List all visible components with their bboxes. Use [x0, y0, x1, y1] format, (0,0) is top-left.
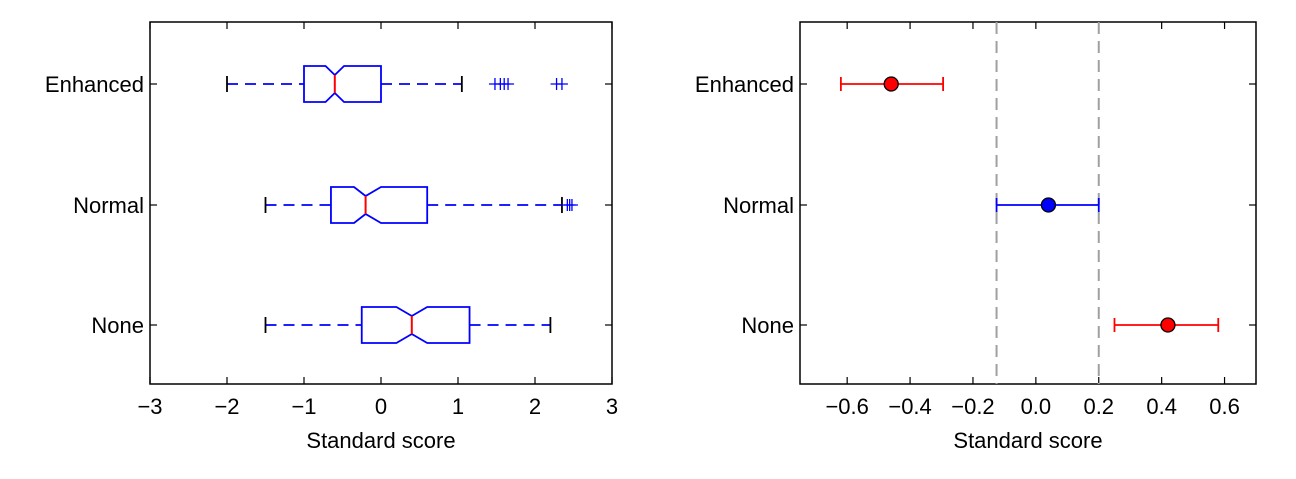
- mean-marker: [883, 76, 899, 92]
- notched-box: [330, 186, 429, 224]
- x-tick-label: 0.2: [1083, 394, 1114, 419]
- y-tick-label-none: None: [741, 313, 794, 338]
- x-tick-label: −1: [291, 394, 316, 419]
- x-tick-label: 0.4: [1146, 394, 1177, 419]
- errorbar-enhanced: [839, 76, 944, 92]
- flier-point: [565, 199, 578, 211]
- y-tick-label-enhanced: Enhanced: [695, 72, 794, 97]
- x-tick-label: −0.4: [888, 394, 931, 419]
- box-none: [264, 306, 552, 344]
- x-tick-label: −3: [137, 394, 162, 419]
- x-tick-label: 1: [452, 394, 464, 419]
- plot-frame: [799, 21, 1257, 385]
- errorbar-panel: −0.6 −0.4 −0.2 0.0 0.2 0.4 0.6 Enhanced Normal No…: [695, 21, 1257, 453]
- y-tick-label-none: None: [91, 313, 144, 338]
- box-enhanced: [226, 65, 568, 103]
- mean-marker: [1160, 317, 1176, 333]
- notched-box: [303, 65, 382, 103]
- flier-point: [502, 78, 515, 90]
- x-tick-label: 2: [529, 394, 541, 419]
- y-tick-label-normal: Normal: [73, 193, 144, 218]
- boxplot-panel: −3 −2 −1 0 1 2 3 Enhanced Normal None Standard sco…: [45, 21, 618, 453]
- x-tick-label: −2: [214, 394, 239, 419]
- notched-box: [360, 306, 471, 344]
- x-tick-label: −0.2: [951, 394, 994, 419]
- mean-marker: [1040, 197, 1057, 213]
- y-tick-label-enhanced: Enhanced: [45, 72, 144, 97]
- errorbar-normal: [995, 197, 1100, 213]
- x-tick-label: −0.6: [825, 394, 868, 419]
- y-tick-label-normal: Normal: [723, 193, 794, 218]
- x-tick-label: 0: [375, 394, 387, 419]
- errorbar-none: [1113, 317, 1220, 333]
- box-normal: [264, 186, 578, 224]
- x-tick-label: 0.0: [1021, 394, 1052, 419]
- x-axis-label: Standard score: [953, 428, 1102, 453]
- flier-point: [555, 78, 568, 90]
- x-tick-label: 3: [606, 394, 618, 419]
- x-axis-label: Standard score: [306, 428, 455, 453]
- x-tick-label: 0.6: [1209, 394, 1240, 419]
